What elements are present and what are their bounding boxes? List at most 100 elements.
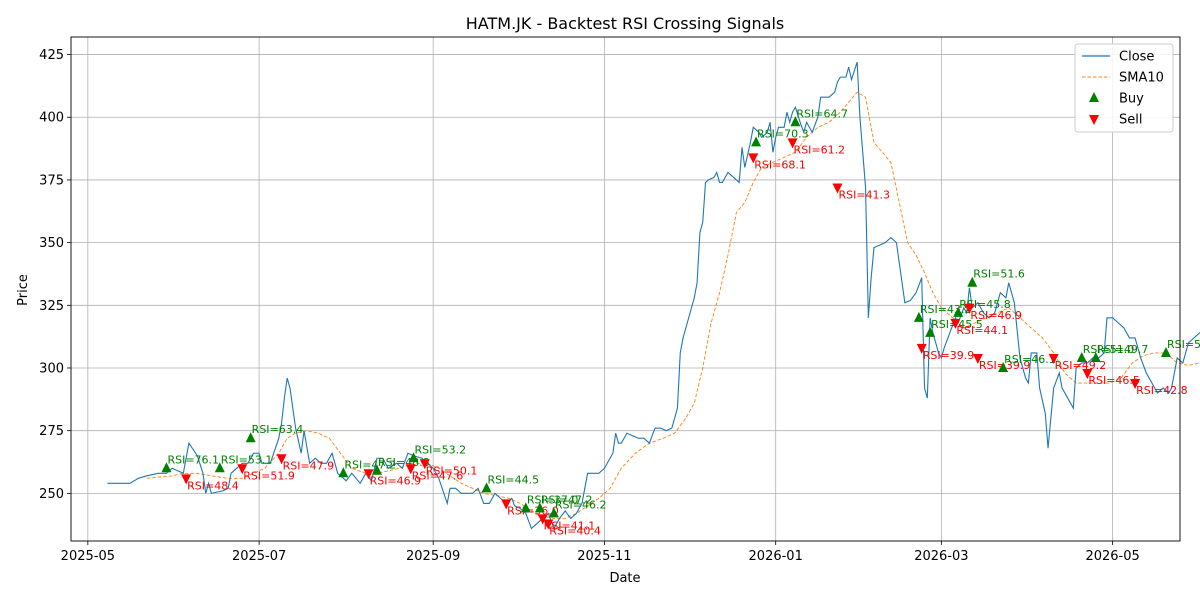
buy-rsi-label: RSI=63.4 — [252, 423, 304, 436]
buy-rsi-label: RSI=51.3 — [1167, 338, 1200, 351]
buy-marker — [751, 136, 762, 147]
y-axis-title: Price — [16, 274, 31, 306]
legend-sell-swatch — [1089, 115, 1099, 125]
sell-marker — [832, 183, 843, 194]
sell-rsi-label: RSI=40.4 — [549, 524, 601, 537]
sell-rsi-label: RSI=41.1 — [544, 519, 596, 532]
x-tick-label: 2025-05 — [61, 549, 115, 564]
sell-rsi-label: RSI=61.2 — [794, 143, 846, 156]
sell-rsi-label: RSI=44.1 — [956, 324, 1008, 337]
buy-marker — [953, 306, 964, 317]
buy-rsi-label: RSI=51.6 — [973, 268, 1025, 281]
buy-rsi-label: RSI=53.1 — [221, 453, 273, 466]
buy-marker — [1090, 351, 1101, 362]
x-tick-label: 2025-09 — [406, 549, 460, 564]
sell-rsi-label: RSI=47.9 — [283, 459, 335, 472]
buy-marker — [790, 116, 801, 127]
sell-marker — [419, 459, 430, 470]
grid-layer — [71, 37, 1180, 541]
buy-rsi-label: RSI=46.1 — [1004, 353, 1056, 366]
sell-rsi-label: RSI=36.0 — [507, 504, 559, 517]
close-layer — [107, 61, 1200, 530]
buy-marker — [408, 452, 419, 463]
y-tick-label: 325 — [39, 299, 64, 314]
y-tick-label: 400 — [39, 111, 64, 126]
sma10-line — [146, 91, 1200, 519]
buy-rsi-label: RSI=46.2 — [555, 498, 607, 511]
sell-marker — [972, 353, 983, 364]
sell-marker — [787, 138, 798, 149]
sell-marker — [537, 514, 548, 525]
sell-rsi-label: RSI=46.9 — [370, 474, 422, 487]
sell-rsi-label: RSI=50.1 — [426, 464, 478, 477]
buy-rsi-label: RSI=64.7 — [796, 107, 848, 120]
x-tick-label: 2025-11 — [577, 549, 631, 564]
sell-rsi-label: RSI=49.2 — [1055, 359, 1107, 372]
sell-marker — [748, 153, 759, 164]
sell-marker — [501, 499, 512, 510]
x-tick-label: 2026-03 — [914, 549, 968, 564]
buy-rsi-label: RSI=47.2 — [541, 493, 593, 506]
buy-marker — [214, 462, 225, 473]
sell-rsi-label: RSI=46.9 — [970, 309, 1022, 322]
buy-rsi-label: RSI=53.2 — [415, 443, 467, 456]
buy-rsi-label: RSI=44.5 — [488, 473, 540, 486]
sell-marker — [950, 318, 961, 329]
x-axis-title: Date — [609, 571, 640, 586]
sell-rsi-label: RSI=68.1 — [754, 158, 806, 171]
sell-marker — [363, 469, 374, 480]
buy-marker — [372, 464, 383, 475]
buy-marker — [338, 467, 349, 478]
sell-marker — [405, 464, 416, 475]
buy-rsi-label: RSI=76.1 — [167, 453, 219, 466]
sell-marker — [237, 464, 248, 475]
legend-buy-swatch — [1089, 92, 1099, 102]
close-line — [107, 61, 1200, 530]
sell-rsi-label: RSI=46.5 — [1088, 374, 1140, 387]
axes-layer: 2025-05 2025-07 2025-09 2025-11 2026-01 2026-… — [39, 36, 1181, 564]
buy-marker — [967, 276, 978, 287]
sell-rsi-label: RSI=47.6 — [412, 469, 464, 482]
sell-marker — [964, 303, 975, 314]
y-tick-label: 375 — [39, 173, 64, 188]
x-tick-label: 2026-01 — [749, 549, 803, 564]
y-tick-label: 300 — [39, 361, 64, 376]
buy-marker — [913, 311, 924, 322]
buy-marker — [161, 462, 172, 473]
y-tick-label: 350 — [39, 236, 64, 251]
buy-marker — [925, 326, 936, 337]
y-tick-label: 275 — [39, 424, 64, 439]
legend-box — [1074, 43, 1174, 133]
sell-marker — [1130, 379, 1141, 390]
legend-label: Buy — [1119, 92, 1144, 107]
sell-marker — [1082, 369, 1093, 379]
sell-marker — [916, 343, 927, 354]
sell-rsi-label: RSI=42.8 — [1136, 384, 1188, 397]
buy-marker — [998, 361, 1009, 372]
x-tick-label: 2025-07 — [232, 549, 286, 564]
sell-rsi-label: RSI=39.9 — [923, 349, 975, 362]
buy-rsi-label: RSI=47.2 — [344, 458, 396, 471]
sell-rsi-label: RSI=51.9 — [243, 469, 295, 482]
buy-marker — [481, 482, 492, 493]
x-tick-label: 2026-05 — [1085, 549, 1139, 564]
legend-label: Sell — [1119, 113, 1142, 128]
buy-marker — [245, 432, 256, 443]
legend: Close SMA10 Buy Sell — [1074, 43, 1174, 133]
buy-marker — [548, 507, 559, 518]
sma10-layer — [146, 91, 1200, 519]
y-tick-label: 250 — [39, 487, 64, 502]
sell-marker — [276, 454, 287, 465]
y-tick-label: 425 — [39, 48, 64, 63]
buy-marker — [1076, 351, 1087, 362]
chart-title: HATM.JK - Backtest RSI Crossing Signals — [466, 14, 784, 33]
buy-rsi-label: RSI=49.7 — [1097, 343, 1149, 356]
buy-marker — [1160, 346, 1171, 357]
sell-marker — [1048, 353, 1059, 364]
buy-marker — [534, 502, 545, 513]
legend-label: Close — [1119, 50, 1154, 65]
sell-rsi-label: RSI=41.3 — [838, 188, 890, 201]
legend-label: SMA10 — [1119, 71, 1164, 86]
